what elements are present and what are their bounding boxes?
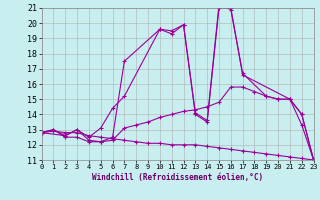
X-axis label: Windchill (Refroidissement éolien,°C): Windchill (Refroidissement éolien,°C) [92,173,263,182]
